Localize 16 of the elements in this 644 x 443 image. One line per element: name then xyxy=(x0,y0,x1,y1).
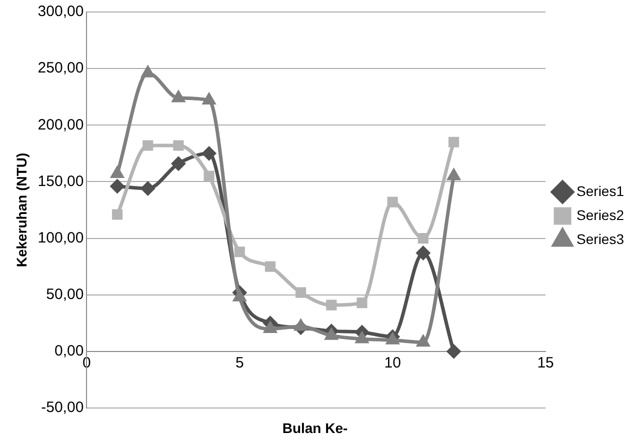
y-axis-title: Kekeruhan (NTU) xyxy=(13,152,30,268)
legend-label: Series2 xyxy=(576,206,624,223)
y-tick-label: 0,00 xyxy=(54,342,84,360)
y-tick-label: 200,00 xyxy=(38,116,84,134)
y-tick-label: 150,00 xyxy=(38,172,84,190)
y-tick-label: 250,00 xyxy=(38,60,84,77)
legend-label: Series1 xyxy=(576,182,624,199)
x-axis-title: Bulan Ke- xyxy=(281,420,349,436)
y-tick-label: 100,00 xyxy=(38,229,84,246)
x-tick-label: 5 xyxy=(235,354,244,372)
x-tick-label: 15 xyxy=(537,354,554,372)
y-tick-label: 50,00 xyxy=(46,286,84,303)
legend-label: Series3 xyxy=(576,230,624,247)
x-tick-label: 10 xyxy=(384,354,401,372)
y-tick-label: 300,00 xyxy=(38,3,84,20)
y-tick-label: -50,00 xyxy=(41,399,84,416)
